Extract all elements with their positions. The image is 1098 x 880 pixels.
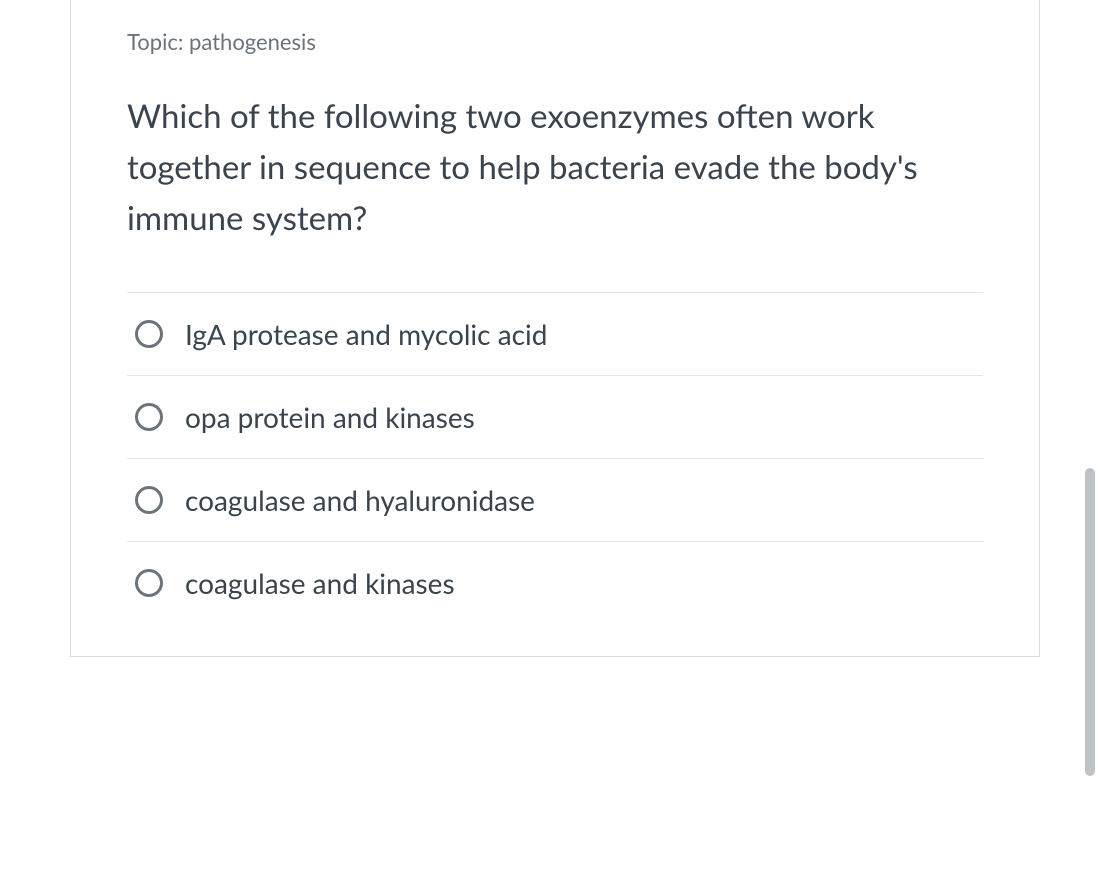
viewport: Topic: pathogenesis Which of the followi…: [0, 0, 1098, 880]
options-list: IgA protease and mycolic acid opa protei…: [127, 292, 983, 608]
radio-icon[interactable]: [135, 403, 163, 431]
option-label: IgA protease and mycolic acid: [185, 317, 547, 351]
topic-value: pathogenesis: [189, 28, 316, 55]
radio-icon[interactable]: [135, 320, 163, 348]
scrollbar-thumb[interactable]: [1085, 468, 1095, 776]
option-row[interactable]: IgA protease and mycolic acid: [127, 293, 983, 376]
radio-icon[interactable]: [135, 486, 163, 514]
option-label: coagulase and hyaluronidase: [185, 483, 535, 517]
option-row[interactable]: coagulase and kinases: [127, 542, 983, 608]
option-row[interactable]: coagulase and hyaluronidase: [127, 459, 983, 542]
option-row[interactable]: opa protein and kinases: [127, 376, 983, 459]
topic-prefix: Topic:: [127, 28, 183, 55]
option-label: coagulase and kinases: [185, 566, 455, 600]
question-card: Topic: pathogenesis Which of the followi…: [70, 0, 1040, 657]
scrollbar-track[interactable]: [1085, 0, 1095, 880]
option-label: opa protein and kinases: [185, 400, 475, 434]
radio-icon[interactable]: [135, 569, 163, 597]
question-text: Which of the following two exoenzymes of…: [127, 91, 983, 244]
topic-line: Topic: pathogenesis: [127, 0, 983, 55]
